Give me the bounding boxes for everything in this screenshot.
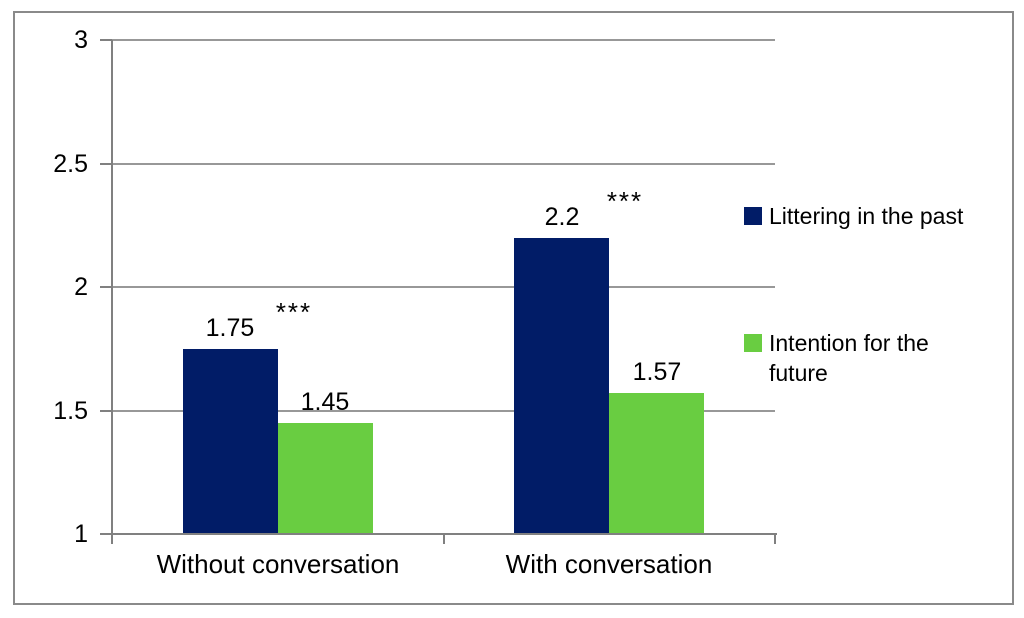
bar-value-label: 1.45 — [300, 388, 350, 416]
chart-outer-border — [13, 11, 1014, 605]
bar-value-label: 1.75 — [205, 314, 255, 342]
gridline — [112, 163, 775, 165]
x-axis-tick — [111, 535, 113, 544]
bar-intention-for-the-future — [609, 393, 704, 533]
y-axis-tick-label: 1.5 — [53, 397, 88, 425]
gridline — [112, 410, 775, 412]
bar-littering-in-the-past — [514, 238, 609, 533]
significance-marker: *** — [606, 186, 644, 216]
x-axis-line — [100, 533, 777, 535]
y-axis-tick — [100, 163, 112, 165]
bar-littering-in-the-past — [183, 349, 278, 533]
legend-label: Littering in the past — [769, 203, 964, 229]
y-axis-line — [111, 40, 113, 534]
y-axis-tick-label: 3 — [74, 26, 88, 54]
y-axis-tick-label: 2.5 — [53, 150, 88, 178]
legend-swatch-green — [744, 334, 762, 352]
x-axis-tick — [443, 535, 445, 544]
significance-marker: *** — [275, 297, 313, 327]
bar-intention-for-the-future — [278, 423, 373, 533]
legend-label: Intention for the future — [769, 330, 929, 386]
gridline — [112, 286, 775, 288]
x-axis-category-label: With conversation — [505, 549, 713, 579]
x-axis-tick — [774, 535, 776, 544]
y-axis-tick — [100, 286, 112, 288]
legend-item-intention-for-the-future: Intention for the future — [744, 328, 951, 388]
bar-value-label: 1.57 — [632, 358, 682, 386]
bar-value-label: 2.2 — [544, 203, 580, 231]
legend-item-littering-in-the-past: Littering in the past — [744, 201, 963, 231]
y-axis-tick — [100, 39, 112, 41]
y-axis-tick — [100, 410, 112, 412]
y-axis-tick-label: 2 — [74, 273, 88, 301]
gridline — [112, 39, 775, 41]
y-axis-tick-label: 1 — [74, 520, 88, 548]
x-axis-category-label: Without conversation — [156, 549, 400, 579]
legend-swatch-navy — [744, 207, 762, 225]
